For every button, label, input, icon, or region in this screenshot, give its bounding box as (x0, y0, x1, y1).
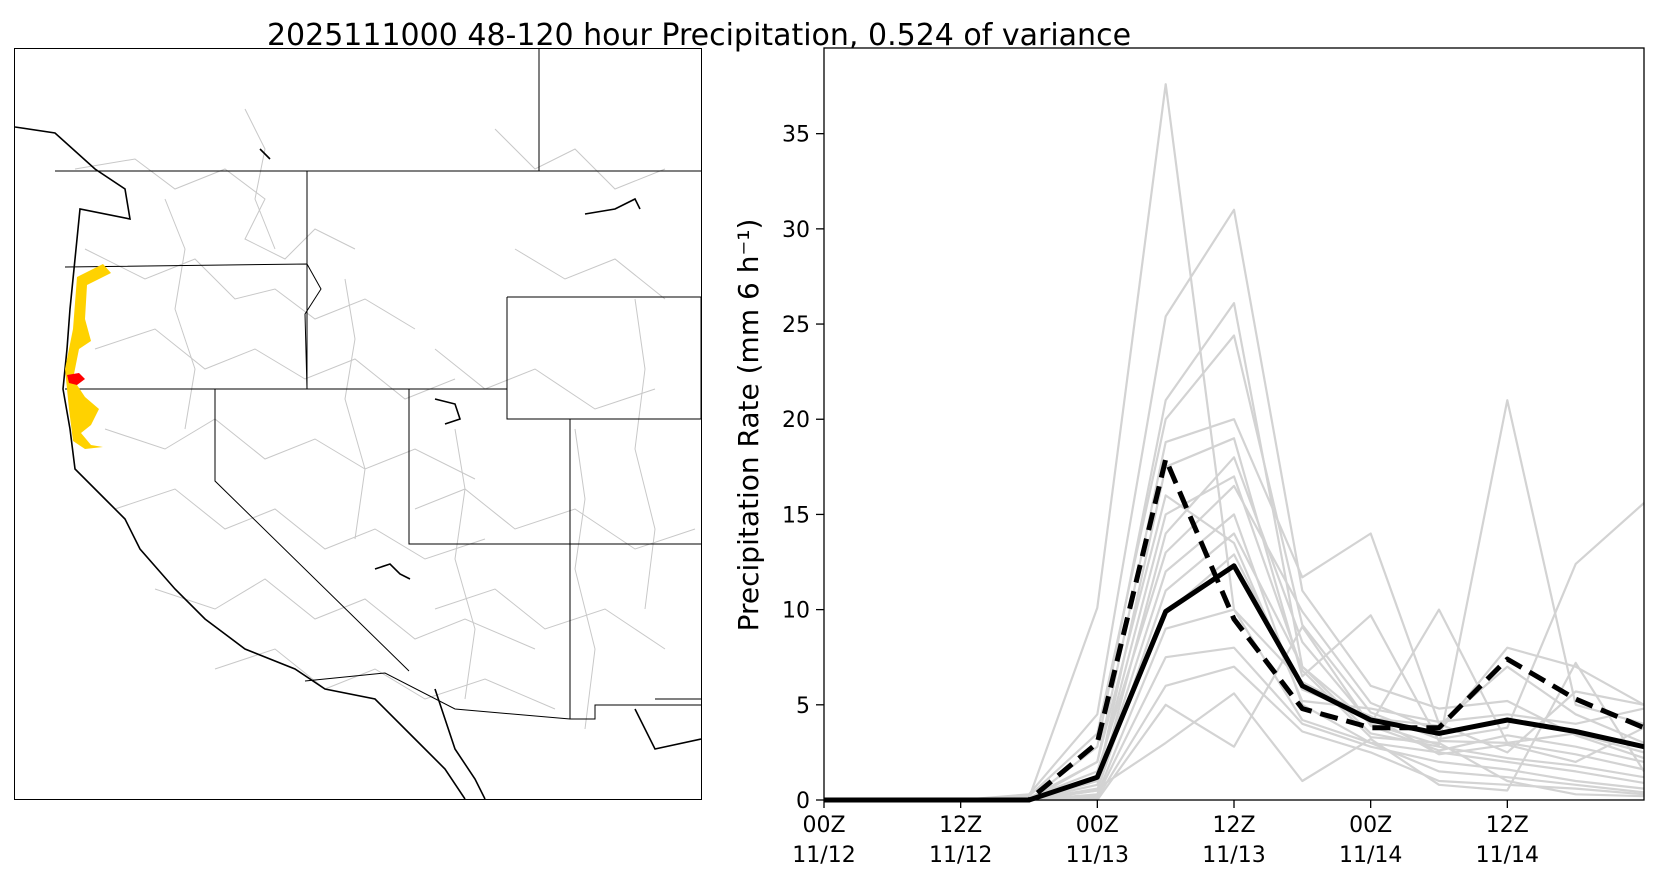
y-tick-label: 15 (782, 503, 810, 528)
x-tick-label-time: 12Z (1212, 813, 1255, 838)
x-tick-label-time: 12Z (939, 813, 982, 838)
figure-title: 2025111000 48-120 hour Precipitation, 0.… (266, 18, 1132, 53)
x-tick-label-date: 11/14 (1476, 843, 1539, 868)
x-tick-label-time: 12Z (1486, 813, 1529, 838)
x-tick-label-date: 11/14 (1339, 843, 1402, 868)
ensemble-members (824, 83, 1645, 802)
y-tick-label: 35 (782, 123, 810, 148)
y-axis-label: Precipitation Rate (mm 6 h⁻¹) (732, 219, 765, 632)
map-svg (15, 49, 701, 799)
x-tick-label-date: 11/12 (792, 843, 855, 868)
plot-frame (823, 47, 1645, 801)
x-axis-ticks: 00Z 11/12 12Z 11/12 00Z 11/13 12Z 11/13 00Z 11/14… (792, 800, 1539, 868)
x-tick-label-time: 00Z (1349, 813, 1392, 838)
y-axis-ticks: 0 5 10 15 20 25 30 35 (782, 123, 824, 814)
x-tick-label-time: 00Z (802, 813, 845, 838)
member-line-15 (824, 625, 1645, 802)
y-tick-label: 25 (782, 313, 810, 338)
y-tick-label: 0 (796, 789, 810, 814)
y-tick-label: 5 (796, 694, 810, 719)
x-tick-label-date: 11/12 (929, 843, 992, 868)
y-tick-label: 30 (782, 218, 810, 243)
precipitation-shading (65, 264, 111, 449)
member-line-2 (824, 208, 1645, 802)
member-line-9 (824, 513, 1645, 802)
x-tick-label-time: 00Z (1076, 813, 1119, 838)
y-tick-label: 10 (782, 599, 810, 624)
state-borders (55, 49, 701, 720)
x-tick-label-date: 11/13 (1202, 843, 1265, 868)
member-line-14 (824, 665, 1645, 802)
basin-outlines (74, 108, 696, 730)
precipitation-map-panel (14, 48, 702, 800)
heavy-precip-area (67, 373, 85, 385)
member-line-3 (824, 302, 1645, 802)
member-line-18 (824, 475, 1645, 802)
coastline (15, 126, 701, 799)
x-tick-label-date: 11/13 (1066, 843, 1129, 868)
light-precip-area (65, 264, 111, 449)
y-tick-label: 20 (782, 408, 810, 433)
